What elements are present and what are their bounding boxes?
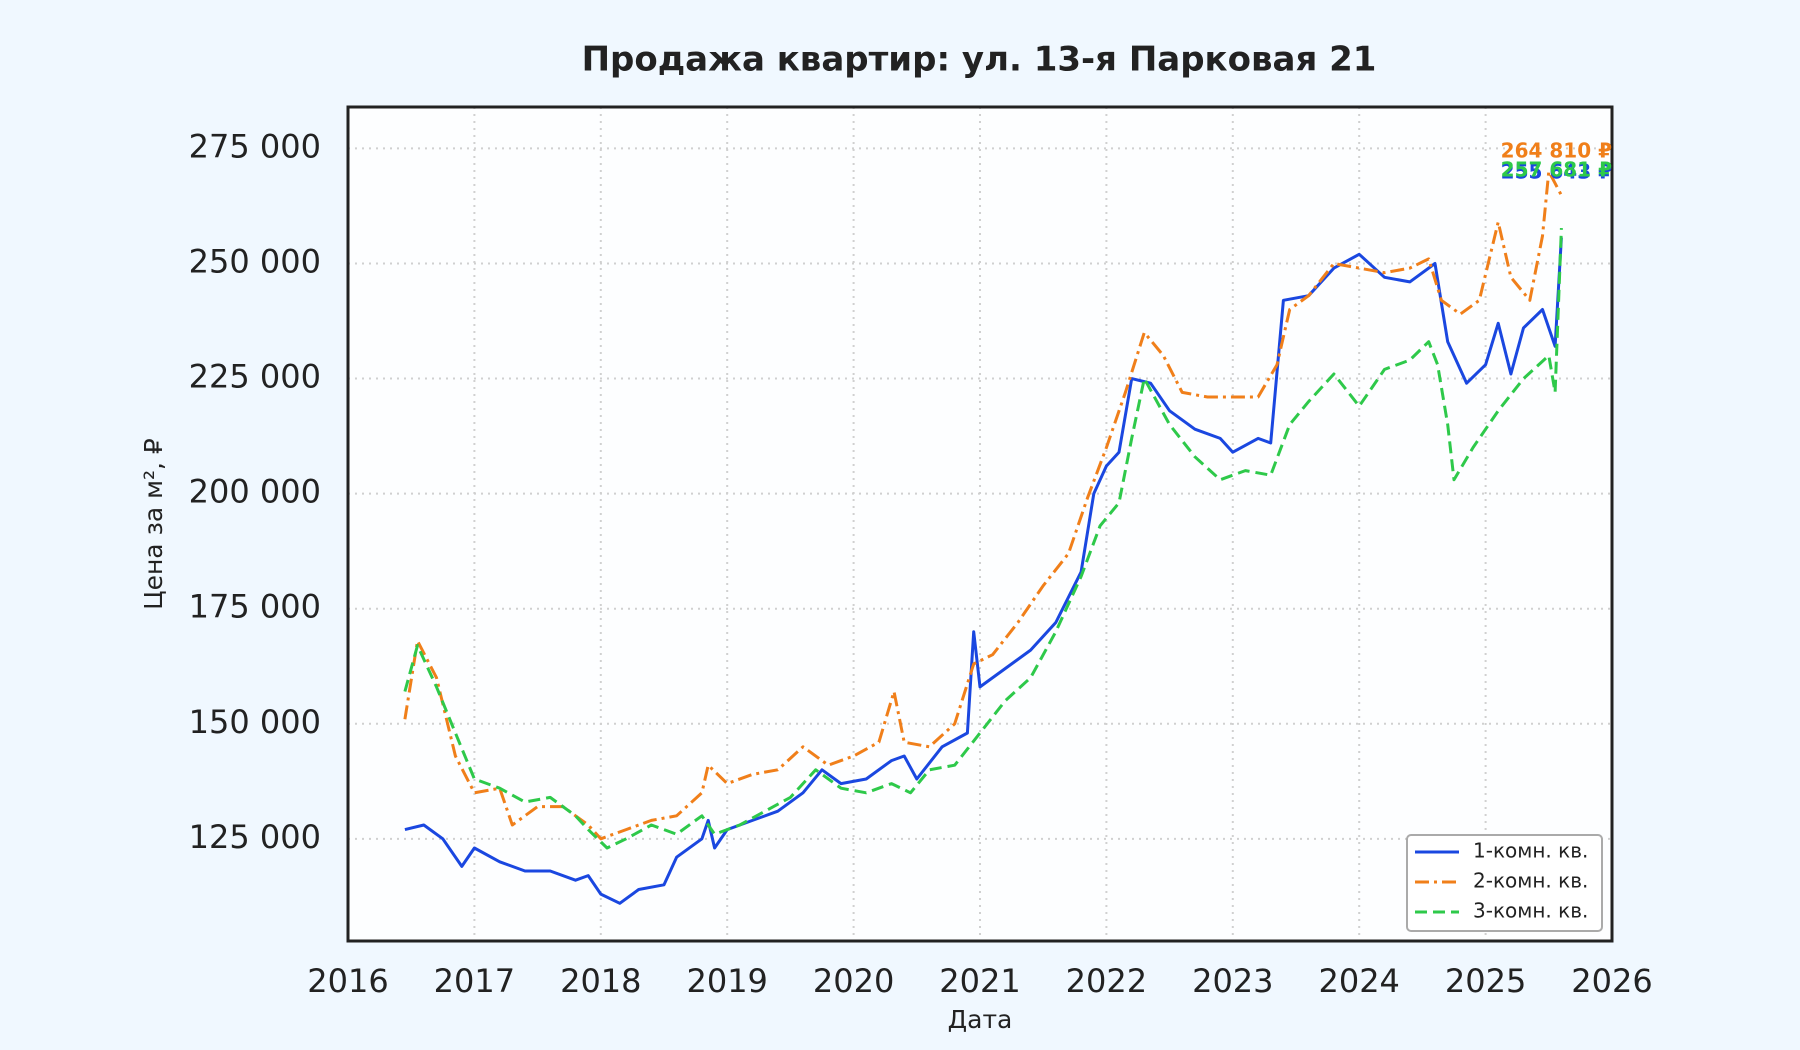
legend-box [1406, 834, 1603, 932]
x-tick-label: 2018 [560, 962, 641, 1000]
y-tick-label: 150 000 [189, 703, 321, 741]
x-tick-label: 2023 [1192, 962, 1273, 1000]
x-tick-label: 2019 [686, 962, 767, 1000]
y-axis-label: Цена за м², ₽ [139, 438, 168, 610]
series-line [403, 169, 1563, 841]
legend: 1-комн. кв. 2-комн. кв. 3-комн. кв. [1406, 834, 1603, 932]
x-tick-label: 2025 [1445, 962, 1526, 1000]
y-tick-label: 175 000 [189, 588, 321, 626]
y-tick-label: 125 000 [189, 818, 321, 856]
series-line [404, 237, 1563, 905]
end-label: 255 643 ₽ [1501, 160, 1612, 184]
y-tick-label: 200 000 [189, 473, 321, 511]
x-tick-label: 2024 [1318, 962, 1399, 1000]
x-tick-label: 2026 [1571, 962, 1652, 1000]
y-tick-label: 225 000 [189, 358, 321, 396]
legend-label: 1-комн. кв. [1473, 839, 1588, 863]
end-label: 257 681 ₽ [1501, 158, 1612, 182]
legend-label: 2-комн. кв. [1473, 869, 1588, 893]
x-tick-label: 2022 [1066, 962, 1147, 1000]
series-line [403, 228, 1563, 850]
y-tick-label: 250 000 [189, 242, 321, 280]
x-tick-label: 2016 [307, 962, 388, 1000]
x-axis-label: Дата [948, 1005, 1013, 1034]
end-label: 264 810 ₽ [1501, 139, 1612, 163]
chart-title: Продажа квартир: ул. 13-я Парковая 21 [582, 40, 1377, 80]
x-tick-label: 2017 [434, 962, 515, 1000]
y-tick-label: 275 000 [189, 127, 321, 165]
lines [403, 169, 1563, 905]
legend-label: 3-комн. кв. [1473, 899, 1588, 923]
plot-frame [346, 105, 1614, 943]
x-tick-label: 2020 [813, 962, 894, 1000]
x-tick-label: 2021 [939, 962, 1020, 1000]
